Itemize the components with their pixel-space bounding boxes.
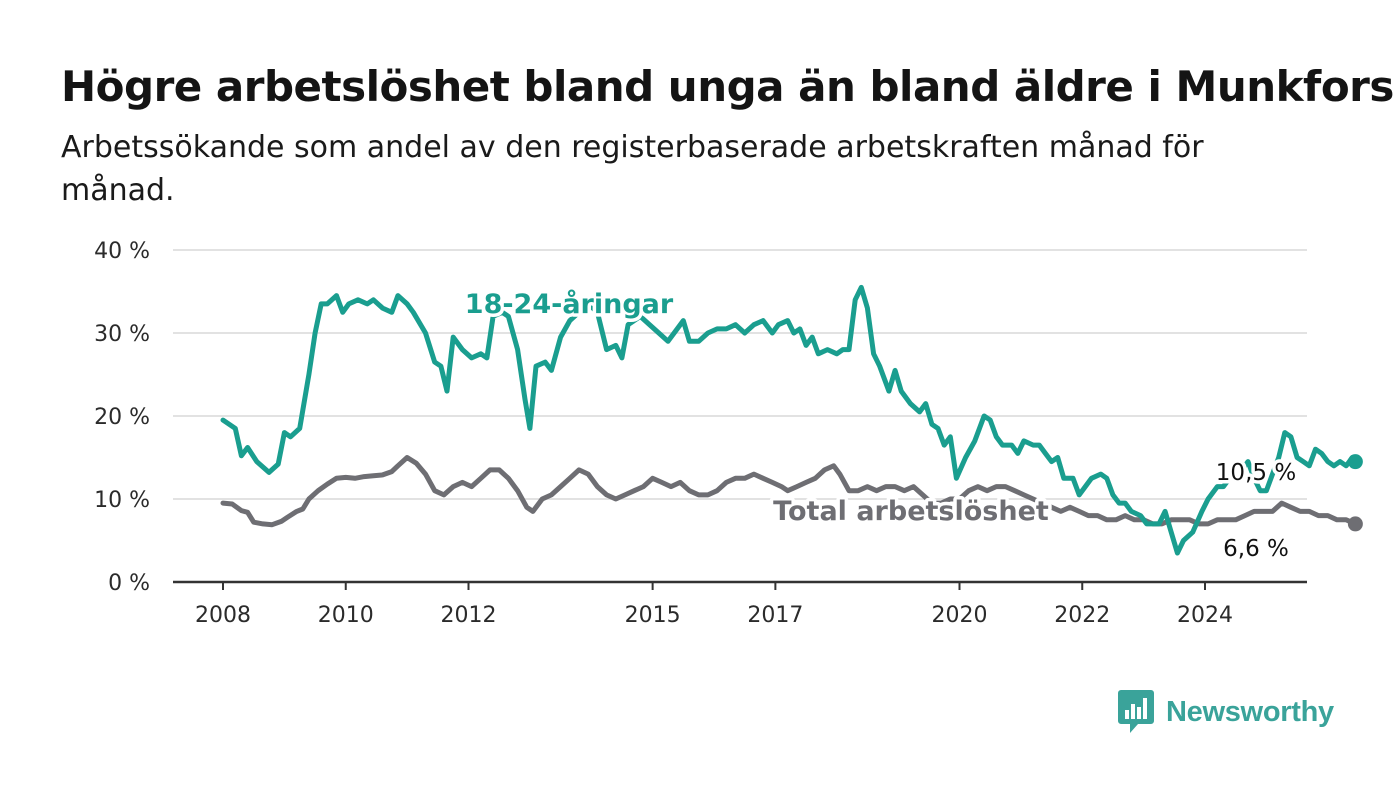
x-tick-label: 2024 bbox=[1177, 603, 1233, 628]
chart-title: Högre arbetslöshet bland unga än bland ä… bbox=[61, 62, 1394, 111]
y-axis: 0 % 10 % 20 % 30 % 40 % bbox=[94, 239, 150, 596]
y-tick-label: 30 % bbox=[94, 322, 150, 347]
series-endpoint-total bbox=[1347, 516, 1363, 532]
series-line-total bbox=[220, 455, 1358, 528]
series-label-youth: 18-24-åringar bbox=[465, 288, 674, 320]
series-endpoint-youth bbox=[1347, 454, 1363, 470]
x-tick-label: 2017 bbox=[747, 603, 803, 628]
end-label-youth: 10,5 % bbox=[1216, 460, 1296, 486]
x-tick-label: 2022 bbox=[1054, 603, 1110, 628]
chart-subtitle: Arbetssökande som andel av den registerb… bbox=[61, 130, 1204, 208]
end-label-total: 6,6 % bbox=[1223, 536, 1289, 562]
series-line-youth bbox=[220, 284, 1358, 556]
gridlines bbox=[173, 249, 1307, 500]
x-axis: 2008 2010 2012 2015 2017 2020 2022 2024 bbox=[173, 580, 1307, 628]
series-labels: 18-24-åringar Total arbetslöshet 10,5 % 6,6… bbox=[461, 285, 1299, 566]
x-tick-label: 2012 bbox=[441, 603, 497, 628]
newsworthy-logo: Newsworthy bbox=[1118, 690, 1334, 734]
y-tick-label: 40 % bbox=[94, 239, 150, 264]
y-tick-label: 10 % bbox=[94, 488, 150, 513]
series-lines bbox=[220, 284, 1363, 556]
x-tick-label: 2010 bbox=[318, 603, 374, 628]
y-tick-label: 0 % bbox=[108, 571, 150, 596]
brand-name: Newsworthy bbox=[1166, 695, 1334, 728]
y-tick-label: 20 % bbox=[94, 405, 150, 430]
bar-chart-speech-bubble-icon bbox=[1118, 690, 1154, 734]
x-tick-label: 2020 bbox=[932, 603, 988, 628]
x-tick-label: 2015 bbox=[625, 603, 681, 628]
series-label-total: Total arbetslöshet bbox=[773, 496, 1049, 527]
x-tick-label: 2008 bbox=[195, 603, 251, 628]
